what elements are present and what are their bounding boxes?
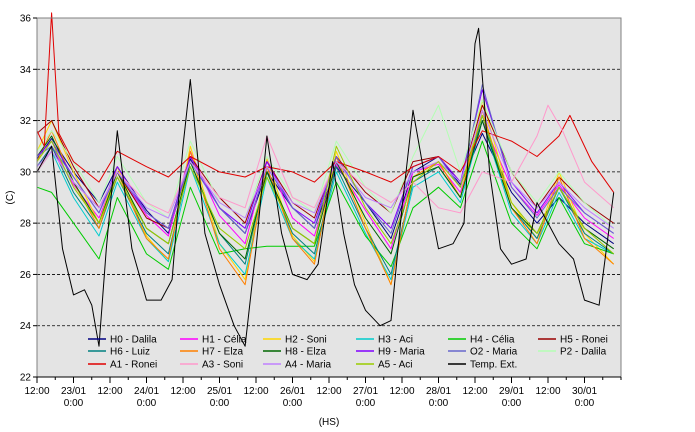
series-line-15 (36, 114, 615, 255)
x-tick-sublabel: 0:00 (502, 398, 522, 409)
x-tick-label: 26/01 (280, 386, 305, 397)
legend-entry: P2 - Dalila (560, 347, 607, 358)
y-axis: 22 24 26 28 30 32 34 36 (20, 14, 37, 384)
y-tick-label: 26 (20, 270, 32, 281)
x-tick-label: 12:00 (462, 386, 487, 397)
series-line-16 (36, 27, 615, 347)
series-line-4 (36, 140, 614, 270)
legend-entry: O2 - Maria (470, 347, 518, 358)
x-tick-sublabel: 0:00 (429, 398, 449, 409)
y-tick-label: 22 (20, 373, 32, 384)
y-tick-label: 32 (20, 116, 32, 127)
x-tick-label: 29/01 (499, 386, 524, 397)
y-tick-label: 36 (20, 14, 32, 25)
x-tick-label: 28/01 (426, 386, 451, 397)
legend-entry: H2 - Soni (285, 335, 327, 346)
x-tick-label: 24/01 (134, 386, 159, 397)
x-tick-label: 23/01 (61, 386, 86, 397)
legend-entry: Temp. Ext. (470, 360, 517, 371)
x-tick-label: 12:00 (170, 386, 195, 397)
x-tick-sublabel: 0:00 (283, 398, 303, 409)
legend-entry: H6 - Luiz (110, 347, 150, 358)
x-tick-label: 25/01 (207, 386, 232, 397)
x-tick-label: 12:00 (389, 386, 414, 397)
x-tick-label: 12:00 (535, 386, 560, 397)
legend-entry: A3 - Soni (202, 360, 243, 371)
x-tick-label: 12:00 (243, 386, 268, 397)
legend-entry: A1 - Ronei (110, 360, 157, 371)
y-tick-label: 30 (20, 167, 32, 178)
y-tick-label: 34 (20, 65, 32, 76)
legend-entry: A5 - Aci (378, 360, 412, 371)
x-tick-label: 27/01 (353, 386, 378, 397)
x-tick-sublabel: 0:00 (356, 398, 376, 409)
x-tick-label: 30/01 (572, 386, 597, 397)
series-lines (36, 12, 615, 347)
x-tick-label: 12:00 (316, 386, 341, 397)
series-line-12 (36, 12, 615, 193)
legend-entry: A4 - Maria (285, 360, 332, 371)
y-tick-label: 28 (20, 219, 32, 230)
series-line-13 (36, 104, 615, 214)
legend-entry: H7 - Elza (202, 347, 244, 358)
legend: H0 - Dalila H1 - Célia H2 - Soni H3 - Aci H4… (88, 335, 608, 371)
legend-entry: H4 - Célia (470, 335, 515, 346)
grid (37, 68, 621, 327)
x-tick-sublabel: 0:00 (575, 398, 595, 409)
series-line-3 (36, 120, 614, 281)
x-tick-sublabel: 0:00 (137, 398, 157, 409)
legend-entry: H8 - Elza (285, 347, 327, 358)
y-tick-label: 24 (20, 321, 32, 332)
legend-entry: H9 - Maria (378, 347, 425, 358)
legend-entry: H5 - Ronei (560, 335, 608, 346)
x-tick-sublabel: 0:00 (64, 398, 84, 409)
legend-entry: H1 - Célia (202, 335, 247, 346)
x-tick-label: 12:00 (24, 386, 49, 397)
legend-entry: H3 - Aci (378, 335, 413, 346)
x-tick-sublabel: 0:00 (210, 398, 230, 409)
x-tick-label: 12:00 (97, 386, 122, 397)
legend-entry: H0 - Dalila (110, 335, 157, 346)
x-axis-label: (HS) (319, 417, 340, 428)
y-axis-label: (C) (5, 191, 16, 205)
series-line-14 (36, 109, 614, 229)
